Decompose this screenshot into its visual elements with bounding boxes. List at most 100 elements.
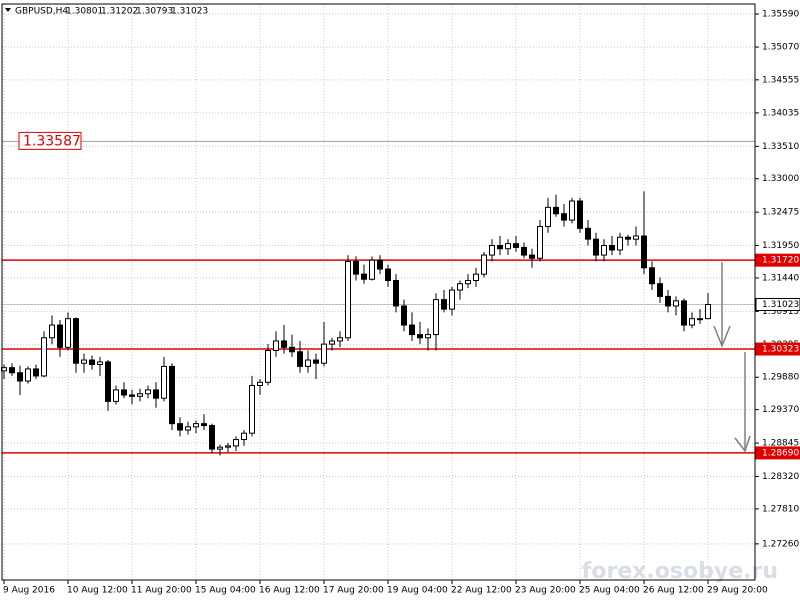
candle-body (377, 259, 383, 270)
header-close: 1.31023 (171, 7, 208, 17)
candle-body (489, 245, 495, 256)
candle-body (593, 238, 599, 256)
candle-body (225, 445, 231, 448)
y-tick-label: 1.32475 (762, 208, 799, 218)
candle-body (553, 206, 559, 215)
candle-body (649, 267, 655, 285)
candle-body (305, 359, 311, 367)
candle-body (329, 340, 335, 345)
candle-body (401, 305, 407, 326)
level-label: 1.28690 (762, 448, 799, 458)
y-tick-label: 1.31440 (762, 273, 799, 283)
candle-body (289, 346, 295, 353)
candle-body (569, 200, 575, 221)
candle-body (393, 280, 399, 307)
x-tick-label: 15 Aug 04:00 (195, 586, 256, 596)
x-tick-label: 29 Aug 20:00 (707, 586, 768, 596)
candle-body (513, 243, 519, 248)
candle-body (209, 425, 215, 450)
candle-body (473, 273, 479, 282)
candle-body (49, 324, 55, 339)
header-open: 1.30801 (66, 7, 103, 17)
candle-body (145, 389, 151, 395)
candle-body (193, 423, 199, 428)
candle-body (585, 227, 591, 240)
candle-body (257, 381, 263, 386)
candle-body (689, 318, 695, 326)
level-label-box (755, 297, 800, 311)
candle-body (353, 260, 359, 275)
candle-body (177, 423, 183, 431)
candle-body (313, 359, 319, 364)
candle-body (465, 280, 471, 285)
candle-body (185, 426, 191, 431)
y-tick-label: 1.29370 (762, 405, 799, 415)
candle-body (241, 432, 247, 441)
x-tick-label: 25 Aug 04:00 (579, 586, 640, 596)
levels: 1.33587 (2, 131, 755, 454)
candle-body (281, 340, 287, 348)
y-tick-label: 1.30915 (762, 307, 799, 317)
level-label: 1.33587 (23, 133, 81, 149)
plot-frame (1, 3, 756, 581)
level-label-box (755, 253, 800, 267)
y-tick-label: 1.28845 (762, 439, 799, 449)
candles (1, 191, 711, 456)
candle-body (641, 235, 647, 269)
candle-body (169, 365, 175, 425)
candle-body (33, 368, 39, 377)
y-tick-label: 1.34555 (762, 75, 799, 85)
candle-body (129, 394, 135, 397)
candle-body (529, 254, 535, 259)
candle-body (17, 372, 23, 382)
candle-body (249, 384, 255, 434)
y-tick-label: 1.35590 (762, 9, 799, 19)
candle-body (425, 334, 431, 339)
x-tick-label: 10 Aug 12:00 (67, 586, 128, 596)
candle-body (609, 245, 615, 251)
y-tick-label: 1.29880 (762, 373, 799, 383)
candle-body (497, 245, 503, 250)
level-label: 1.30323 (762, 345, 799, 355)
candle-body (97, 361, 103, 365)
candle-body (41, 337, 47, 377)
candle-body (457, 283, 463, 291)
candle-body (105, 361, 111, 402)
x-tick-label: 17 Aug 20:00 (323, 586, 384, 596)
candle-body (233, 439, 239, 447)
candle-body (433, 299, 439, 336)
arrow-head (734, 435, 751, 453)
candle-body (121, 389, 127, 396)
candle-body (521, 246, 527, 256)
candle-body (673, 300, 679, 307)
x-tick-label: 26 Aug 12:00 (643, 586, 704, 596)
candle-body (617, 236, 623, 251)
candle-body (57, 324, 63, 348)
candle-body (681, 300, 687, 326)
candle-body (113, 389, 119, 402)
candle-body (73, 318, 79, 364)
candle-body (89, 359, 95, 365)
y-tick-label: 1.34035 (762, 108, 799, 118)
candle-body (153, 389, 159, 399)
x-tick-label: 19 Aug 04:00 (387, 586, 448, 596)
grid (2, 4, 755, 580)
level-label: 1.31720 (762, 256, 799, 266)
candle-body (577, 200, 583, 229)
candle-body (265, 349, 271, 383)
x-tick-label: 11 Aug 20:00 (131, 586, 192, 596)
candle-body (369, 259, 375, 280)
chart-title: GBPUSD,H4 (15, 7, 68, 17)
level-label-box (18, 131, 82, 150)
candle-body (505, 243, 511, 250)
header-high: 1.31202 (101, 7, 138, 17)
candle-body (545, 206, 551, 227)
x-tick-label: 16 Aug 12:00 (259, 586, 320, 596)
candle-body (25, 368, 31, 382)
candle-body (345, 260, 351, 339)
candle-body (633, 235, 639, 240)
y-tick-label: 1.35070 (762, 43, 799, 53)
candle-body (657, 283, 663, 297)
